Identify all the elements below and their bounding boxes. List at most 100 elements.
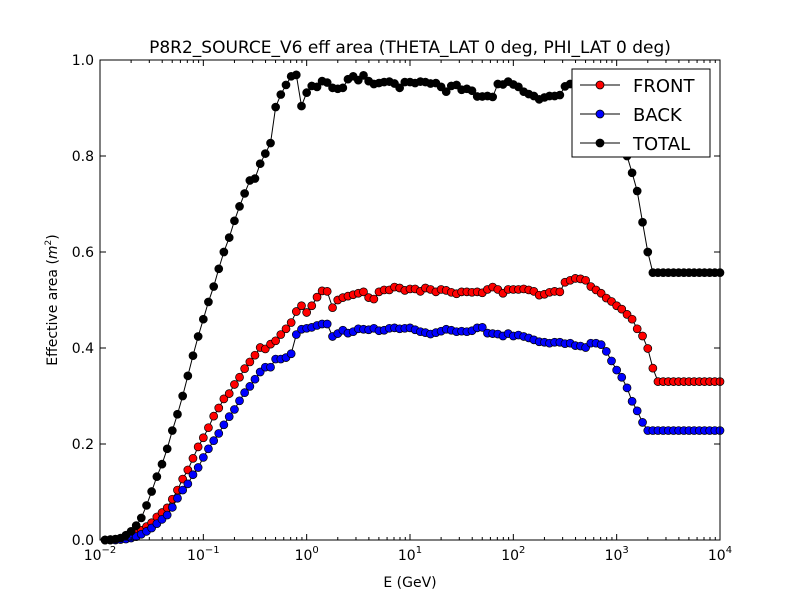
- x-tick-exponent: −1: [205, 545, 220, 556]
- data-point-front: [214, 403, 224, 413]
- y-tick-label: 1.0: [72, 53, 94, 69]
- legend-marker-front: [595, 80, 605, 90]
- data-point-front: [312, 292, 322, 302]
- data-point-back: [188, 470, 198, 480]
- data-point-back: [198, 453, 208, 462]
- data-point-back: [178, 485, 188, 495]
- data-point-back: [601, 347, 611, 356]
- data-point-back: [209, 436, 219, 445]
- x-tick-exponent: 1: [416, 545, 422, 556]
- data-point-back: [286, 349, 296, 359]
- x-tick-base: 10: [398, 548, 416, 564]
- data-point-front: [638, 331, 647, 341]
- data-point-front: [250, 350, 260, 360]
- data-point-front: [224, 389, 234, 398]
- data-point-back: [622, 383, 632, 393]
- y-tick-label: 0.2: [72, 437, 94, 453]
- data-point-total: [276, 90, 286, 99]
- x-tick-exponent: 4: [726, 545, 732, 556]
- data-point-front: [581, 275, 591, 285]
- data-point-back: [219, 420, 229, 430]
- data-point-total: [271, 102, 280, 112]
- data-point-total: [322, 78, 332, 87]
- legend-marker-back: [595, 109, 605, 119]
- data-point-total: [198, 314, 208, 324]
- data-point-front: [297, 301, 306, 311]
- data-point-front: [245, 357, 255, 367]
- data-point-total: [136, 513, 146, 523]
- x-tick-exponent: −2: [102, 545, 117, 556]
- data-point-front: [198, 433, 208, 443]
- data-point-total: [302, 88, 312, 97]
- data-point-front: [648, 363, 658, 373]
- data-point-back: [224, 412, 234, 421]
- y-axis-label: Effective area (m2): [44, 234, 61, 366]
- data-point-front: [627, 314, 637, 324]
- legend-label-front: FRONT: [633, 76, 695, 97]
- x-tick-label: 10−1: [187, 545, 220, 564]
- data-point-back: [617, 372, 627, 382]
- data-point-front: [188, 454, 198, 463]
- data-point-front: [204, 423, 213, 433]
- data-point-back: [322, 319, 332, 329]
- data-point-total: [230, 216, 239, 226]
- x-tick-base: 10: [501, 548, 519, 564]
- data-point-front: [322, 287, 332, 296]
- data-point-back: [167, 503, 177, 512]
- data-point-front: [276, 330, 286, 339]
- x-tick-label: 100: [295, 545, 319, 564]
- data-point-back: [183, 479, 193, 489]
- data-point-total: [178, 391, 188, 401]
- y-tick-label: 0.6: [72, 245, 94, 261]
- data-point-total: [281, 80, 291, 90]
- data-point-front: [359, 287, 368, 297]
- legend-box: [571, 68, 711, 158]
- x-tick-label: 101: [398, 545, 422, 564]
- chart-title: P8R2_SOURCE_V6 eff area (THETA_LAT 0 deg…: [149, 38, 671, 58]
- data-point-back: [230, 405, 239, 414]
- data-point-total: [188, 351, 198, 361]
- data-point-total: [209, 282, 219, 291]
- data-point-front: [286, 318, 296, 327]
- y-tick-label: 0.4: [72, 341, 94, 357]
- data-point-back: [612, 365, 622, 375]
- x-tick-exponent: 3: [622, 545, 628, 556]
- y-axis-label-sup: 2: [44, 240, 54, 246]
- data-point-total: [312, 82, 322, 92]
- data-point-total: [183, 371, 193, 381]
- data-point-back: [477, 323, 487, 332]
- data-point-total: [147, 487, 156, 496]
- x-tick-base: 10: [84, 548, 102, 564]
- data-layer: [100, 70, 725, 545]
- data-point-total: [643, 247, 653, 257]
- legend-marker-total: [595, 138, 605, 148]
- x-tick-base: 10: [708, 548, 726, 564]
- data-point-total: [142, 501, 151, 510]
- data-point-back: [632, 406, 642, 416]
- data-point-back: [204, 444, 213, 454]
- data-point-front: [219, 394, 229, 404]
- data-point-back: [235, 396, 244, 406]
- y-tick-label: 0.0: [72, 533, 94, 549]
- data-point-total: [162, 444, 172, 454]
- data-point-total: [488, 92, 498, 102]
- x-tick-label: 10−2: [84, 545, 117, 564]
- data-point-total: [240, 189, 249, 198]
- data-point-front: [193, 442, 203, 452]
- y-axis-label-prefix: Effective area (: [45, 259, 61, 366]
- data-point-total: [250, 174, 260, 183]
- x-tick-label: 102: [501, 545, 525, 564]
- data-point-total: [214, 264, 224, 274]
- legend: FRONT BACK TOTAL: [571, 68, 711, 158]
- data-point-total: [297, 101, 306, 111]
- data-point-front: [230, 380, 239, 389]
- data-point-front: [271, 336, 280, 346]
- data-point-back: [596, 340, 606, 349]
- data-point-total: [219, 247, 229, 257]
- data-point-total: [255, 159, 265, 169]
- data-point-back: [214, 429, 224, 438]
- data-point-back: [193, 463, 203, 472]
- data-point-total: [359, 71, 368, 80]
- x-tick-exponent: 0: [312, 545, 318, 556]
